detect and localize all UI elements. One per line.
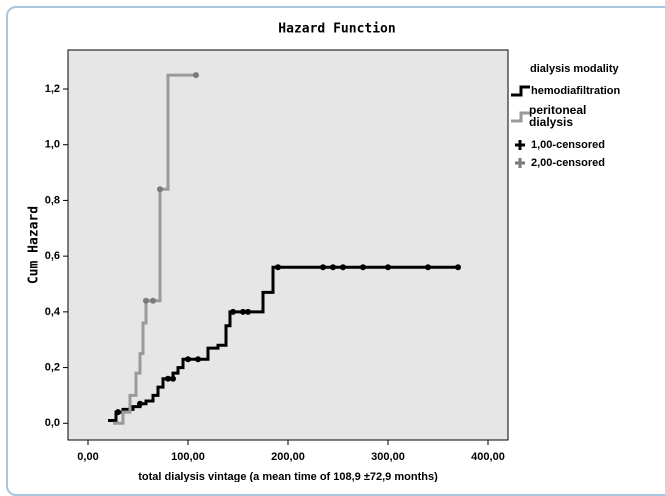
censored-mark — [240, 308, 246, 315]
censored-mark — [320, 264, 326, 271]
censored-mark — [230, 308, 236, 315]
censored-mark — [340, 264, 346, 271]
censored-mark — [170, 375, 176, 382]
y-tick-label: 1,2 — [45, 83, 60, 95]
page: Hazard Function Cum Hazard total dialysi… — [6, 6, 665, 496]
y-tick-label: 1,0 — [45, 139, 60, 151]
legend-symbol — [515, 158, 525, 168]
censored-mark — [275, 264, 281, 271]
legend-label-box: peritoneal dialysis — [529, 104, 587, 129]
censored-mark — [165, 375, 171, 382]
censored-mark — [385, 264, 391, 271]
censored-mark — [195, 356, 201, 363]
censored-mark — [193, 72, 199, 79]
legend-symbol — [511, 85, 530, 97]
x-tick-label: 100,00 — [171, 451, 205, 463]
censored-mark — [425, 264, 431, 271]
chart-title: Hazard Function — [278, 22, 395, 37]
censored-mark — [137, 400, 143, 407]
censored-mark — [157, 186, 163, 193]
y-tick-label: 0,6 — [45, 250, 60, 262]
y-tick-label: 0,2 — [45, 361, 60, 373]
y-tick-label: 0,4 — [45, 306, 61, 318]
legend-label: 2,00-censored — [531, 157, 605, 169]
y-tick-label: 0,0 — [45, 417, 60, 429]
censored-mark — [185, 356, 191, 363]
x-axis-label: total dialysis vintage (a mean time of 1… — [138, 471, 438, 482]
censored-mark — [330, 264, 336, 271]
censored-mark — [360, 264, 366, 271]
legend-symbol — [515, 140, 525, 150]
censored-mark — [455, 264, 461, 271]
legend-symbol — [511, 111, 530, 123]
legend-label: peritoneal dialysis — [529, 104, 587, 129]
x-tick-label: 0,00 — [77, 451, 98, 463]
legend-label: hemodiafiltration — [531, 85, 621, 97]
chart: Hazard Function Cum Hazard total dialysi… — [27, 22, 621, 483]
x-tick-label: 200,00 — [271, 451, 305, 463]
legend-title: dialysis modality — [530, 63, 620, 75]
censored-mark — [245, 308, 251, 315]
censored-mark — [143, 297, 149, 304]
legend-label: 1,00-censored — [531, 139, 605, 151]
censored-mark — [150, 297, 156, 304]
x-tick-label: 400,00 — [471, 451, 505, 463]
plot-area — [67, 49, 509, 441]
y-axis-label: Cum Hazard — [27, 206, 42, 284]
censored-mark — [115, 409, 121, 416]
x-tick-label: 300,00 — [371, 451, 405, 463]
y-tick-label: 0,8 — [45, 194, 60, 206]
